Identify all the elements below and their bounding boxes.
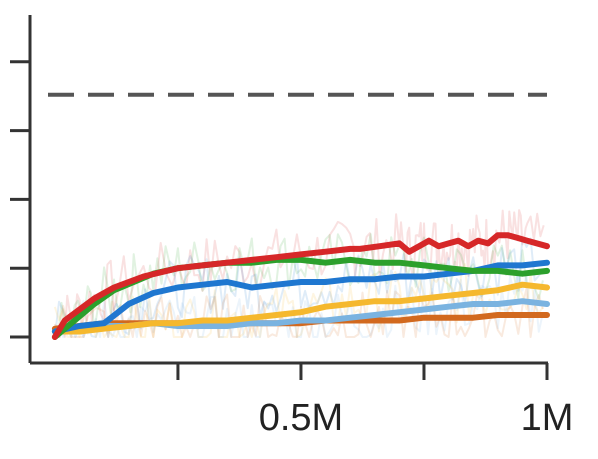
series-layer <box>51 232 550 340</box>
axes <box>28 15 548 365</box>
x-tick-label: 0.5M <box>259 397 343 439</box>
x-tick-label: 1M <box>521 397 574 439</box>
series-line <box>51 281 550 335</box>
noise-trace <box>53 272 544 338</box>
series-line <box>51 232 550 340</box>
ticks: 0.5M 1M <box>10 60 574 439</box>
